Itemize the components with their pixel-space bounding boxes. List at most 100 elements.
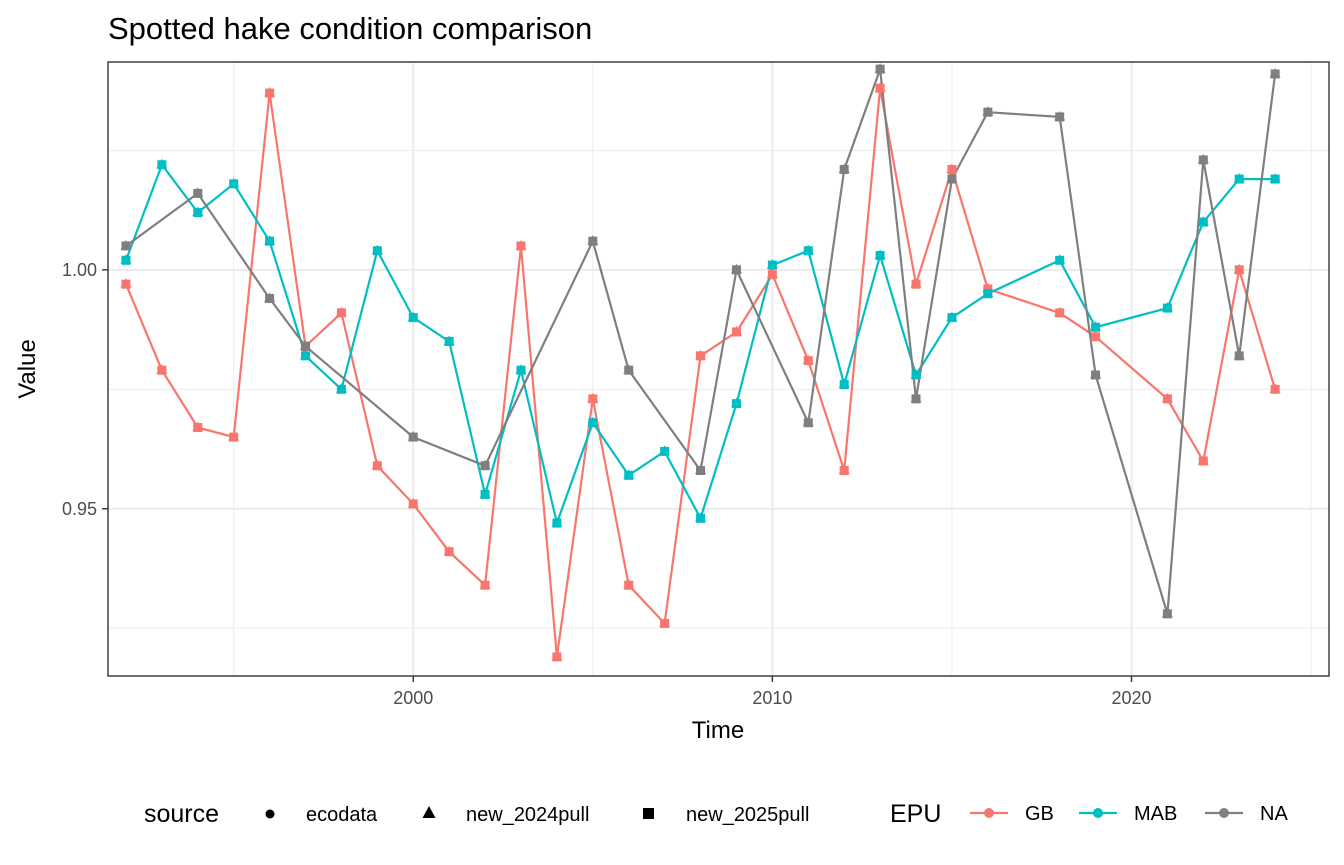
axes: 2000 2010 2020 0.95 1.00 xyxy=(62,260,1152,708)
data-point-mab-circle xyxy=(157,160,166,169)
data-point-na-circle xyxy=(947,175,956,184)
data-point-mab-circle xyxy=(1271,175,1280,184)
legend-na-key: NA xyxy=(1205,803,1288,825)
data-point-gb-circle xyxy=(337,308,346,317)
data-point-mab-circle xyxy=(229,179,238,188)
data-point-mab-circle xyxy=(732,399,741,408)
data-point-na-circle xyxy=(624,366,633,375)
legend-gb-circle-icon xyxy=(984,808,994,818)
data-point-gb-circle xyxy=(157,366,166,375)
x-tick-label: 2010 xyxy=(752,688,792,708)
data-point-gb-circle xyxy=(768,270,777,279)
data-point-gb-circle xyxy=(229,433,238,442)
data-point-gb-circle xyxy=(1055,308,1064,317)
legend-gb-key: GB xyxy=(970,803,1054,825)
data-point-gb-circle xyxy=(409,499,418,508)
data-point-na-circle xyxy=(696,466,705,475)
data-point-mab-circle xyxy=(912,370,921,379)
legend-new-2024pull-label: new_2024pull xyxy=(466,804,589,826)
y-tick-label: 1.00 xyxy=(62,260,97,280)
data-point-mab-circle xyxy=(1235,175,1244,184)
data-point-na-circle xyxy=(409,433,418,442)
data-point-na-circle xyxy=(121,241,130,250)
grid xyxy=(108,62,1329,676)
data-point-mab-circle xyxy=(624,471,633,480)
data-point-mab-circle xyxy=(696,514,705,523)
data-point-mab-circle xyxy=(1055,256,1064,265)
x-tick-label: 2000 xyxy=(393,688,433,708)
data-point-gb-circle xyxy=(1091,332,1100,341)
legend-new-2025pull-label: new_2025pull xyxy=(686,804,809,826)
data-point-gb-circle xyxy=(1163,394,1172,403)
data-point-na-circle xyxy=(265,294,274,303)
legend-ecodata-circle-icon xyxy=(265,809,275,819)
y-axis-title: Value xyxy=(14,339,41,399)
data-point-na-circle xyxy=(876,65,885,74)
data-point-gb-circle xyxy=(1199,456,1208,465)
data-point-na-circle xyxy=(1163,609,1172,618)
data-point-mab-circle xyxy=(445,337,454,346)
legend-mab-key: MAB xyxy=(1079,803,1177,825)
data-point-na-circle xyxy=(912,394,921,403)
data-point-gb-circle xyxy=(1235,265,1244,274)
data-point-mab-circle xyxy=(768,261,777,270)
data-point-gb-circle xyxy=(912,280,921,289)
data-point-gb-circle xyxy=(840,466,849,475)
data-point-na-circle xyxy=(1199,155,1208,164)
data-point-gb-circle xyxy=(481,581,490,590)
data-point-mab-circle xyxy=(804,246,813,255)
data-point-na-circle xyxy=(983,108,992,117)
data-point-mab-circle xyxy=(481,490,490,499)
data-point-mab-circle xyxy=(840,380,849,389)
data-point-mab-circle xyxy=(409,313,418,322)
data-point-na-circle xyxy=(301,342,310,351)
data-point-na-circle xyxy=(1235,351,1244,360)
data-point-gb-circle xyxy=(1271,385,1280,394)
data-point-gb-circle xyxy=(804,356,813,365)
data-point-mab-circle xyxy=(1199,218,1208,227)
data-point-gb-circle xyxy=(193,423,202,432)
data-point-mab-circle xyxy=(552,519,561,528)
legend-mab-label: MAB xyxy=(1134,803,1177,825)
legend-na-label: NA xyxy=(1260,803,1288,825)
source-legend-title: source xyxy=(144,800,219,828)
data-point-mab-circle xyxy=(876,251,885,260)
data-point-gb-circle xyxy=(660,619,669,628)
x-axis-title: Time xyxy=(692,717,744,744)
data-point-mab-circle xyxy=(373,246,382,255)
data-point-gb-circle xyxy=(516,241,525,250)
series-line-gb xyxy=(124,87,1277,658)
data-point-gb-circle xyxy=(265,89,274,98)
data-point-na-circle xyxy=(1271,69,1280,78)
data-point-mab-circle xyxy=(193,208,202,217)
legend: source ecodata new_2024pull new_2025pull… xyxy=(144,800,1288,828)
x-tick-label: 2020 xyxy=(1111,688,1151,708)
data-point-na-circle xyxy=(1091,370,1100,379)
data-point-gb-circle xyxy=(373,461,382,470)
data-point-mab-circle xyxy=(983,289,992,298)
legend-na-circle-icon xyxy=(1219,808,1229,818)
series-line-na xyxy=(125,68,1277,615)
data-point-na-circle xyxy=(588,237,597,246)
data-point-mab-circle xyxy=(588,418,597,427)
data-point-gb-circle xyxy=(947,165,956,174)
data-point-gb-circle xyxy=(121,280,130,289)
data-point-na-circle xyxy=(804,418,813,427)
chart-title: Spotted hake condition comparison xyxy=(108,11,592,46)
series-lines xyxy=(124,68,1277,658)
data-point-gb-circle xyxy=(876,84,885,93)
data-point-mab-circle xyxy=(1091,323,1100,332)
data-points xyxy=(120,63,1281,662)
data-point-na-circle xyxy=(481,461,490,470)
data-point-mab-circle xyxy=(947,313,956,322)
data-point-na-circle xyxy=(732,265,741,274)
data-point-mab-circle xyxy=(1163,304,1172,313)
y-tick-label: 0.95 xyxy=(62,499,97,519)
legend-new-2025pull-square-icon xyxy=(643,808,654,819)
data-point-gb-circle xyxy=(445,547,454,556)
data-point-na-circle xyxy=(1055,112,1064,121)
data-point-mab-circle xyxy=(121,256,130,265)
legend-mab-circle-icon xyxy=(1093,808,1103,818)
data-point-gb-circle xyxy=(552,652,561,661)
